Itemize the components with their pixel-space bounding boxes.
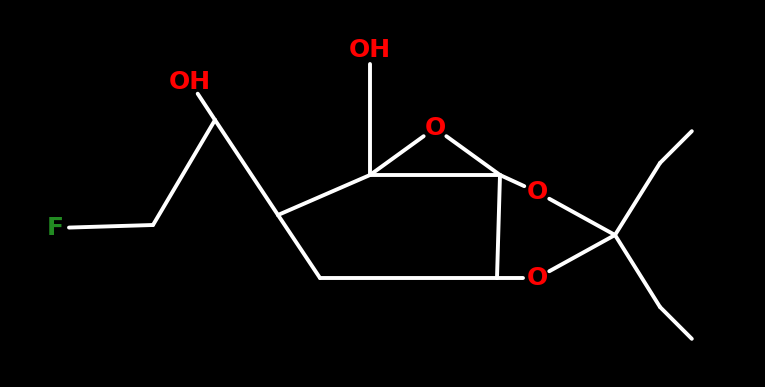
Text: O: O [526,266,548,290]
Text: O: O [526,180,548,204]
Text: F: F [47,216,63,240]
Text: O: O [425,116,446,140]
Text: OH: OH [169,70,211,94]
Text: OH: OH [349,38,391,62]
